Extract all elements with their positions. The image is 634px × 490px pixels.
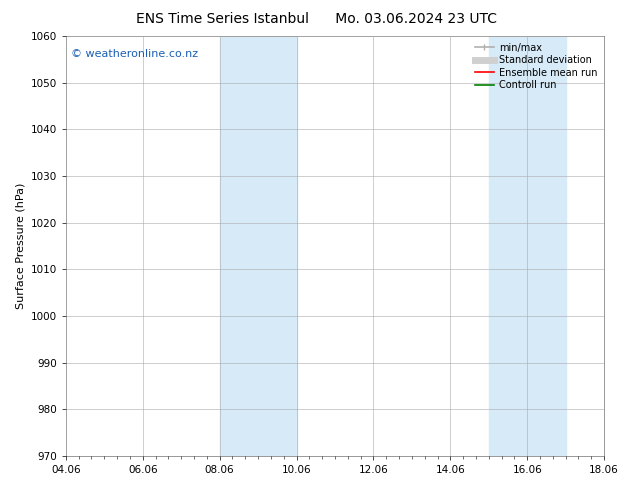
Y-axis label: Surface Pressure (hPa): Surface Pressure (hPa)	[15, 183, 25, 309]
Legend: min/max, Standard deviation, Ensemble mean run, Controll run: min/max, Standard deviation, Ensemble me…	[472, 41, 599, 92]
Text: © weatheronline.co.nz: © weatheronline.co.nz	[71, 49, 198, 59]
Bar	[219, 36, 297, 456]
Text: ENS Time Series Istanbul      Mo. 03.06.2024 23 UTC: ENS Time Series Istanbul Mo. 03.06.2024 …	[136, 12, 498, 26]
Bar	[489, 36, 566, 456]
